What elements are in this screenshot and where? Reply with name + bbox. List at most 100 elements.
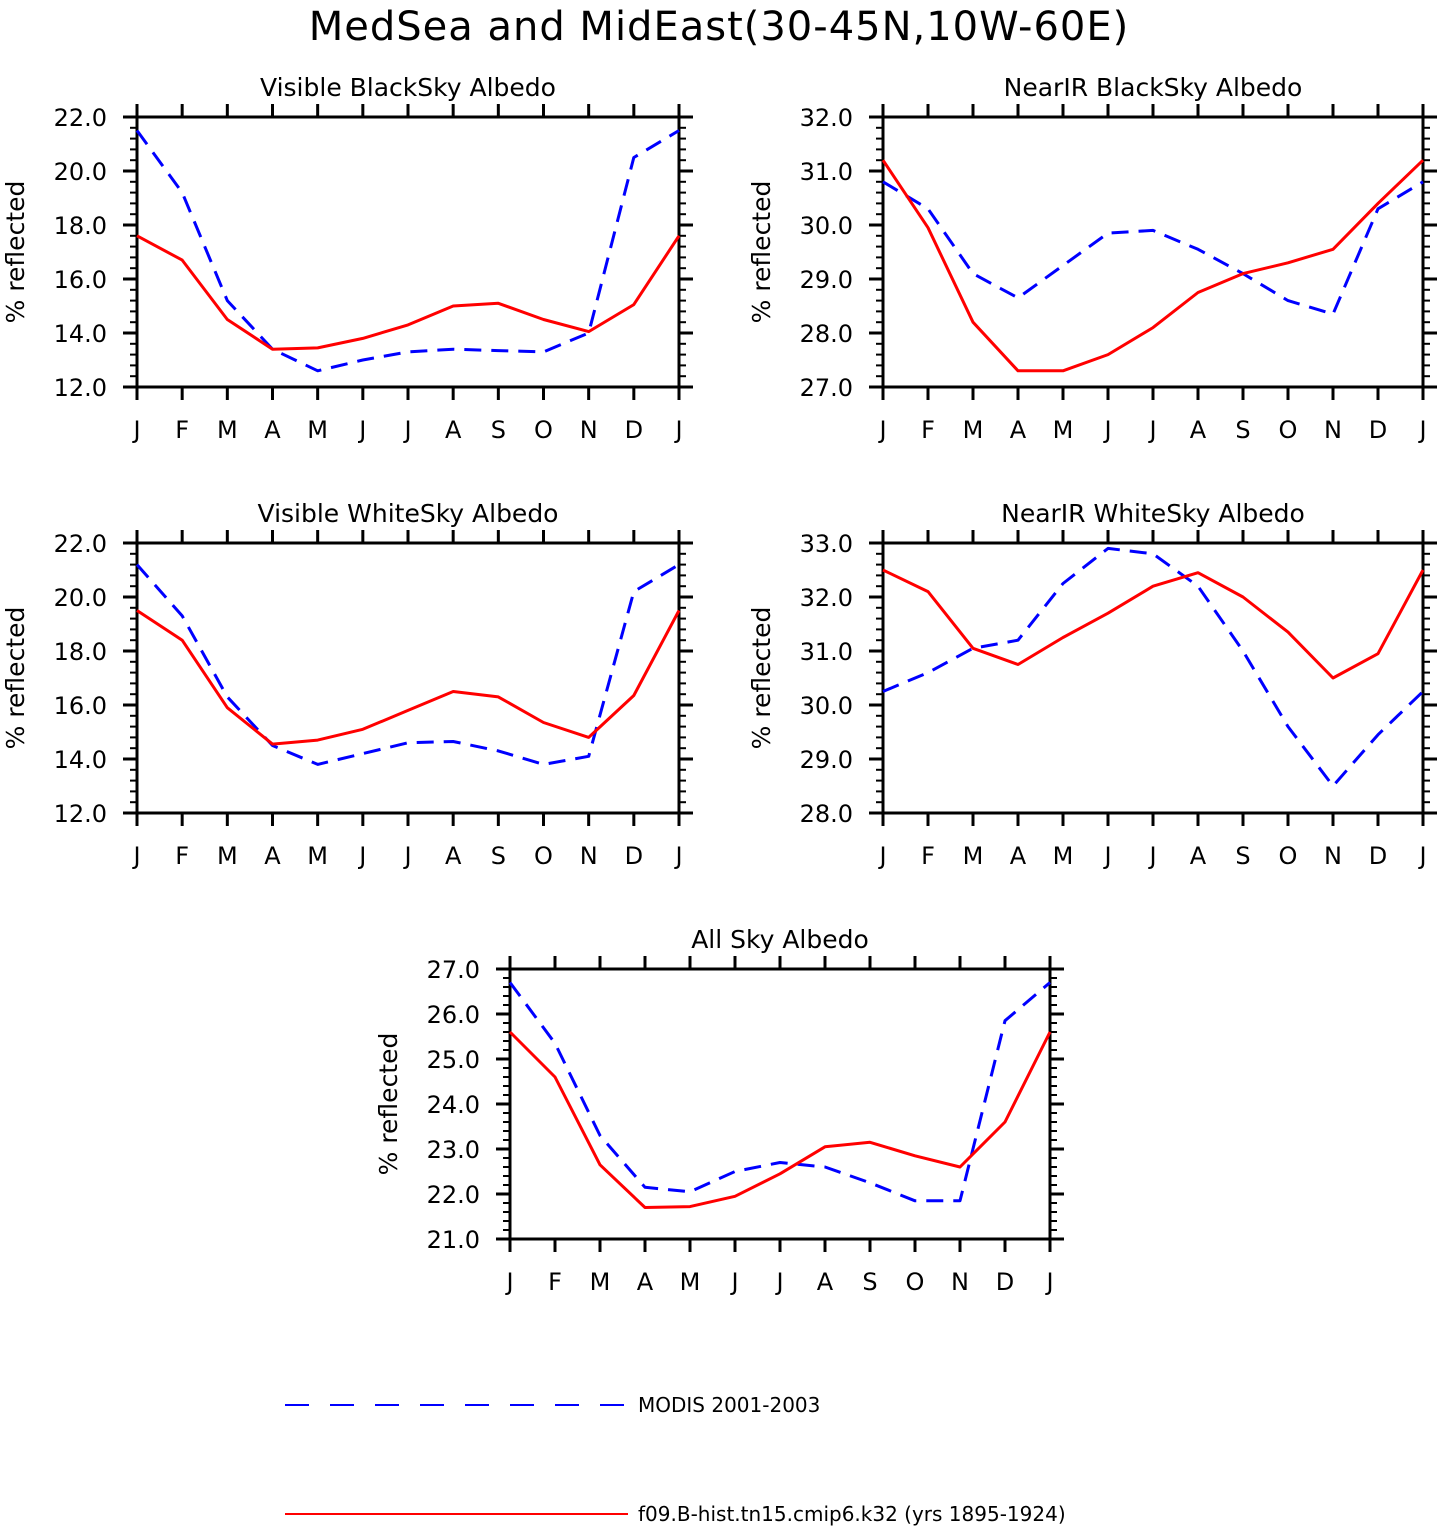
x-tick-label: D [1369, 842, 1387, 870]
panel-title: Visible WhiteSky Albedo [258, 499, 559, 528]
series-line-modis [882, 546, 1425, 788]
x-tick-label: F [548, 1268, 562, 1296]
y-tick-label: 31.0 [800, 158, 853, 186]
legend-label: f09.B-hist.tn15.cmip6.k32 (yrs 1895-1924… [638, 1502, 1066, 1526]
y-tick-label: 32.0 [800, 584, 853, 612]
panel-title: All Sky Albedo [691, 925, 869, 954]
x-tick-label: A [817, 1268, 834, 1296]
y-tick-label: 20.0 [54, 584, 107, 612]
y-tick-label: 23.0 [427, 1136, 480, 1164]
panel-title: NearIR BlackSky Albedo [1004, 73, 1303, 102]
x-tick-label: D [996, 1268, 1014, 1296]
x-tick-label: F [921, 842, 935, 870]
series-line-model [881, 159, 1425, 373]
x-tick-label: N [1324, 842, 1342, 870]
x-tick-label: J [1147, 842, 1156, 870]
y-tick-label: 27.0 [800, 374, 853, 402]
y-tick-label: 12.0 [54, 800, 107, 828]
y-axis-label: % reflected [1, 607, 30, 750]
y-tick-label: 31.0 [800, 638, 853, 666]
series-line-model [136, 234, 681, 351]
series-line-model [882, 568, 1425, 680]
y-axis-label: % reflected [747, 607, 776, 750]
y-tick-label: 29.0 [800, 266, 853, 294]
x-tick-label: A [1190, 416, 1207, 444]
y-axis-label: % reflected [1, 181, 30, 324]
x-tick-label: J [1147, 416, 1156, 444]
y-tick-label: 27.0 [427, 956, 480, 984]
x-tick-label: S [1235, 842, 1250, 870]
x-tick-label: M [590, 1268, 611, 1296]
x-tick-label: J [774, 1268, 783, 1296]
y-tick-label: 30.0 [800, 692, 853, 720]
legend: MODIS 2001-2003 f09.B-hist.tn15.cmip6.k32… [285, 1393, 1066, 1526]
plot-frame [881, 541, 1425, 815]
x-tick-label: A [637, 1268, 654, 1296]
y-tick-label: 21.0 [427, 1226, 480, 1254]
x-tick-label: N [580, 842, 598, 870]
x-tick-label: J [1102, 842, 1111, 870]
y-tick-label: 25.0 [427, 1046, 480, 1074]
x-tick-label: J [504, 1268, 513, 1296]
x-tick-label: F [175, 416, 189, 444]
x-tick-label: J [357, 416, 366, 444]
y-tick-label: 14.0 [54, 320, 107, 348]
x-tick-label: S [491, 416, 506, 444]
panel-title: NearIR WhiteSky Albedo [1001, 499, 1305, 528]
x-tick-label: J [673, 842, 682, 870]
x-tick-label: S [1235, 416, 1250, 444]
plot-frame [508, 967, 1052, 1241]
legend-label: MODIS 2001-2003 [638, 1393, 820, 1417]
x-tick-label: N [951, 1268, 969, 1296]
y-tick-label: 28.0 [800, 800, 853, 828]
x-tick-label: O [534, 842, 553, 870]
x-tick-label: D [625, 842, 643, 870]
x-tick-label: M [1053, 416, 1074, 444]
x-tick-label: A [264, 416, 281, 444]
series-line-modis [135, 563, 680, 766]
x-tick-label: A [1010, 842, 1027, 870]
series-line-model [136, 609, 681, 746]
y-tick-label: 24.0 [427, 1091, 480, 1119]
x-tick-label: O [534, 416, 553, 444]
x-tick-label: O [1279, 842, 1298, 870]
x-tick-label: J [729, 1268, 738, 1296]
x-tick-label: F [921, 416, 935, 444]
y-axis-label: % reflected [747, 181, 776, 324]
y-tick-label: 14.0 [54, 746, 107, 774]
plot-frame [135, 115, 681, 389]
y-tick-label: 22.0 [54, 104, 107, 132]
x-tick-label: M [963, 842, 984, 870]
x-tick-label: A [1190, 842, 1207, 870]
x-tick-label: J [1044, 1268, 1053, 1296]
x-tick-label: D [625, 416, 643, 444]
x-tick-label: M [307, 416, 328, 444]
x-tick-label: M [680, 1268, 701, 1296]
x-tick-label: A [445, 842, 462, 870]
y-tick-label: 22.0 [427, 1181, 480, 1209]
y-axis-label: % reflected [374, 1033, 403, 1176]
x-tick-label: A [445, 416, 462, 444]
y-tick-label: 12.0 [54, 374, 107, 402]
y-tick-label: 26.0 [427, 1001, 480, 1029]
y-tick-label: 30.0 [800, 212, 853, 240]
series-line-modis [882, 180, 1424, 316]
y-tick-label: 29.0 [800, 746, 853, 774]
x-tick-label: M [217, 416, 238, 444]
x-tick-label: J [131, 416, 140, 444]
x-tick-label: J [1417, 842, 1426, 870]
x-tick-label: J [402, 416, 411, 444]
x-tick-label: A [1010, 416, 1027, 444]
series-line-modis [508, 981, 1051, 1203]
x-tick-label: J [1417, 416, 1426, 444]
x-tick-label: D [1369, 416, 1387, 444]
x-tick-label: J [402, 842, 411, 870]
x-tick-label: S [491, 842, 506, 870]
x-tick-label: O [1279, 416, 1298, 444]
x-tick-label: J [1102, 416, 1111, 444]
x-tick-label: M [963, 416, 984, 444]
